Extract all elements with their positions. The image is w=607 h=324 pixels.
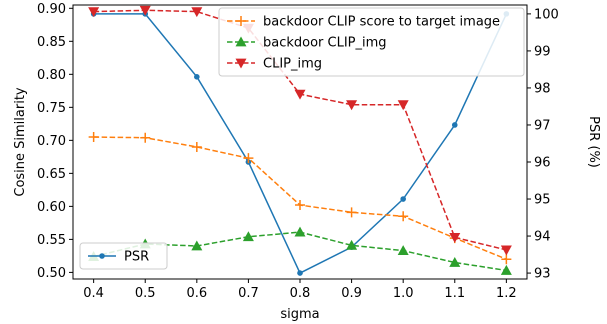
legend-left-label-0: backdoor CLIP score to target image xyxy=(263,15,500,30)
series-left-0-point-3 xyxy=(243,153,254,164)
series-left-2-point-0 xyxy=(88,7,100,18)
legend-left-swatch-marker-0 xyxy=(236,16,246,26)
y-right-tick-label-6: 99 xyxy=(534,44,551,59)
legend-right-label-0: PSR xyxy=(124,250,149,265)
x-tick-label-6: 1.0 xyxy=(393,286,414,301)
series-left-0 xyxy=(88,132,512,265)
axes-layer: 0.4 0.5 0.6 0.7 0.8 0.9 1.0 1.1 1.2 0.50 0.55 0.60 0… xyxy=(37,2,559,301)
series-left-1-point-4 xyxy=(294,226,306,237)
x-tick-label-4: 0.8 xyxy=(290,286,311,301)
y-right-tick-label-4: 97 xyxy=(534,118,551,133)
legend-left: backdoor CLIP score to target image backd… xyxy=(218,7,525,77)
y-left-tick-label-6: 0.80 xyxy=(37,68,66,83)
series-left-0-point-8 xyxy=(501,254,512,265)
series-left-2 xyxy=(88,5,512,256)
series-left-1-point-8 xyxy=(500,264,512,275)
y-left-tick-label-3: 0.65 xyxy=(37,167,66,182)
y-left-tick-label-0: 0.50 xyxy=(37,266,66,281)
legend-left-box xyxy=(218,7,525,77)
series-left-2-point-7 xyxy=(449,233,461,243)
x-tick-label-5: 0.9 xyxy=(341,286,362,301)
y-left-tick-label-5: 0.75 xyxy=(37,101,66,116)
legend-right: PSR xyxy=(79,242,168,270)
y-right-tick-label-0: 93 xyxy=(534,267,551,282)
legend-right-box xyxy=(79,242,168,270)
series-right-0-point-7 xyxy=(451,122,458,128)
y-right-tick-label-1: 94 xyxy=(534,230,551,245)
legend-left-label-2: CLIP_img xyxy=(263,57,322,72)
x-tick-label-8: 1.2 xyxy=(496,286,517,301)
series-left-1-point-2 xyxy=(191,240,203,251)
legend-left-swatch-marker-1 xyxy=(235,36,247,47)
legend-left-swatch-marker-2 xyxy=(235,58,247,69)
series-left-2-point-1 xyxy=(139,5,151,16)
series-right-0-point-6 xyxy=(400,196,406,202)
series-left-0-point-5 xyxy=(346,207,357,218)
series-left-0-point-0 xyxy=(88,132,99,143)
y-left-tick-label-1: 0.55 xyxy=(37,233,66,248)
y-right-tick-label-5: 98 xyxy=(534,81,551,96)
legend-right-swatch-marker-0 xyxy=(99,253,105,259)
y-right-tick-label-7: 100 xyxy=(534,7,559,22)
x-tick-label-2: 0.6 xyxy=(186,286,207,301)
series-left-0-line xyxy=(93,136,507,260)
series-left-2-point-5 xyxy=(346,100,358,111)
series-left-0-point-6 xyxy=(398,211,409,222)
y-right-tick-label-2: 95 xyxy=(534,193,551,208)
y-axis-right-label: PSR (%) xyxy=(586,116,601,168)
x-tick-label-7: 1.1 xyxy=(444,286,465,301)
series-left-2-point-8 xyxy=(500,245,512,256)
series-left-2-point-2 xyxy=(191,7,203,18)
x-tick-label-0: 0.4 xyxy=(83,286,104,301)
legend-left-label-1: backdoor CLIP_img xyxy=(263,36,387,51)
plot-layer xyxy=(88,5,512,276)
series-right-0-point-4 xyxy=(297,270,303,276)
series-left-2-point-6 xyxy=(397,100,409,111)
series-left-0-point-4 xyxy=(295,200,305,211)
series-left-1-point-5 xyxy=(346,239,358,250)
y-axis-left-label: Cosine Similarity xyxy=(13,87,28,197)
y-left-tick-label-7: 0.85 xyxy=(37,35,66,50)
x-tick-label-1: 0.5 xyxy=(135,286,156,301)
series-left-0-point-2 xyxy=(191,141,202,152)
series-right-0-point-2 xyxy=(194,74,200,80)
x-axis-label: sigma xyxy=(280,307,319,322)
x-tick-label-3: 0.7 xyxy=(238,286,259,301)
y-left-tick-label-8: 0.90 xyxy=(37,2,66,17)
series-left-0-point-1 xyxy=(140,132,151,143)
y-right-tick-label-3: 96 xyxy=(534,155,551,170)
y-left-tick-label-4: 0.70 xyxy=(37,134,66,149)
y-left-tick-label-2: 0.60 xyxy=(37,200,66,215)
legend-layer: backdoor CLIP score to target image backd… xyxy=(79,7,525,270)
series-left-1-point-7 xyxy=(449,256,461,267)
series-left-1-point-3 xyxy=(242,231,254,242)
series-left-2-point-4 xyxy=(294,89,306,100)
series-left-1-point-6 xyxy=(397,245,409,256)
